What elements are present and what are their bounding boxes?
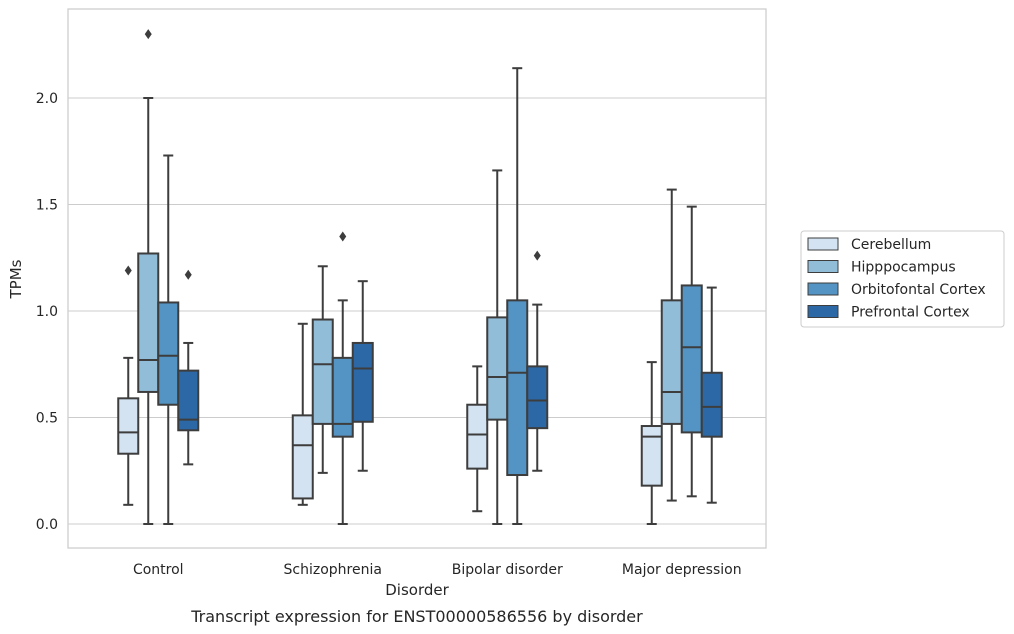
outlier-point <box>339 231 347 242</box>
box-body <box>137 252 160 393</box>
box-prefrontal-cortex <box>351 280 374 472</box>
box-hipppocampus <box>311 265 334 474</box>
box-prefrontal-cortex <box>700 286 723 504</box>
box-body <box>506 299 529 477</box>
y-tick-label: 1.0 <box>36 304 58 320</box>
box-prefrontal-cortex <box>177 269 200 466</box>
box-hipppocampus <box>486 169 509 525</box>
x-tick-labels: Control Schizophrenia Bipolar disorder Majo… <box>133 562 742 578</box>
outlier-point <box>144 29 152 40</box>
legend-label: Hipppocampus <box>851 260 956 276</box>
legend-label: Prefrontal Cortex <box>851 305 970 321</box>
x-tick-label: Bipolar disorder <box>452 562 563 578</box>
box-cerebellum <box>117 265 140 506</box>
box-orbitofontal-cortex <box>680 205 703 498</box>
legend-swatch <box>807 305 839 318</box>
legend-label: Orbitofontal Cortex <box>851 282 986 298</box>
legend-label: Cerebellum <box>851 237 931 253</box>
box-orbitofontal-cortex <box>506 67 529 525</box>
box-cerebellum <box>291 322 314 506</box>
y-axis-label: TPMs <box>7 259 25 299</box>
box-body <box>680 284 703 434</box>
box-orbitofontal-cortex <box>157 154 180 525</box>
x-tick-label: Major depression <box>622 562 742 578</box>
outlier-point <box>124 265 132 276</box>
legend: Cerebellum Hipppocampus Orbitofontal Corte… <box>800 230 1005 328</box>
box-orbitofontal-cortex <box>331 231 354 525</box>
box-hipppocampus <box>137 29 160 525</box>
box-hipppocampus <box>660 188 683 502</box>
legend-items: Cerebellum Hipppocampus Orbitofontal Corte… <box>807 237 986 321</box>
legend-swatch <box>807 237 839 251</box>
x-tick-label: Schizophrenia <box>284 562 382 578</box>
plot-frame <box>67 8 767 549</box>
y-tick-label: 0.5 <box>36 411 58 427</box>
outlier-point <box>184 269 192 280</box>
box-layer <box>117 29 723 525</box>
box-prefrontal-cortex <box>526 250 549 472</box>
box-body <box>640 425 663 487</box>
legend-swatch <box>807 260 839 273</box>
legend-swatch <box>807 282 839 296</box>
y-tick-label: 2.0 <box>36 91 58 107</box>
box-body <box>466 403 489 470</box>
box-body <box>486 316 509 421</box>
box-body <box>177 369 200 432</box>
y-tick-label: 0.0 <box>36 517 58 533</box>
box-body <box>311 318 334 425</box>
x-axis-label: Disorder <box>385 581 449 599</box>
box-body <box>291 414 314 500</box>
y-tick-labels: 0.0 0.5 1.0 1.5 2.0 <box>36 91 58 533</box>
y-tick-label: 1.5 <box>36 198 58 214</box>
legend-frame <box>800 230 1005 328</box>
box-body <box>117 397 140 455</box>
box-cerebellum <box>466 365 489 513</box>
box-body <box>351 341 374 423</box>
box-body <box>157 301 180 406</box>
box-body <box>526 365 549 430</box>
chart-caption: Transcript expression for ENST0000058655… <box>190 607 643 626</box>
x-tick-label: Control <box>133 562 184 578</box>
outlier-point <box>533 250 541 261</box>
box-cerebellum <box>640 361 663 525</box>
box-body <box>660 299 683 425</box>
box-body <box>700 371 723 438</box>
